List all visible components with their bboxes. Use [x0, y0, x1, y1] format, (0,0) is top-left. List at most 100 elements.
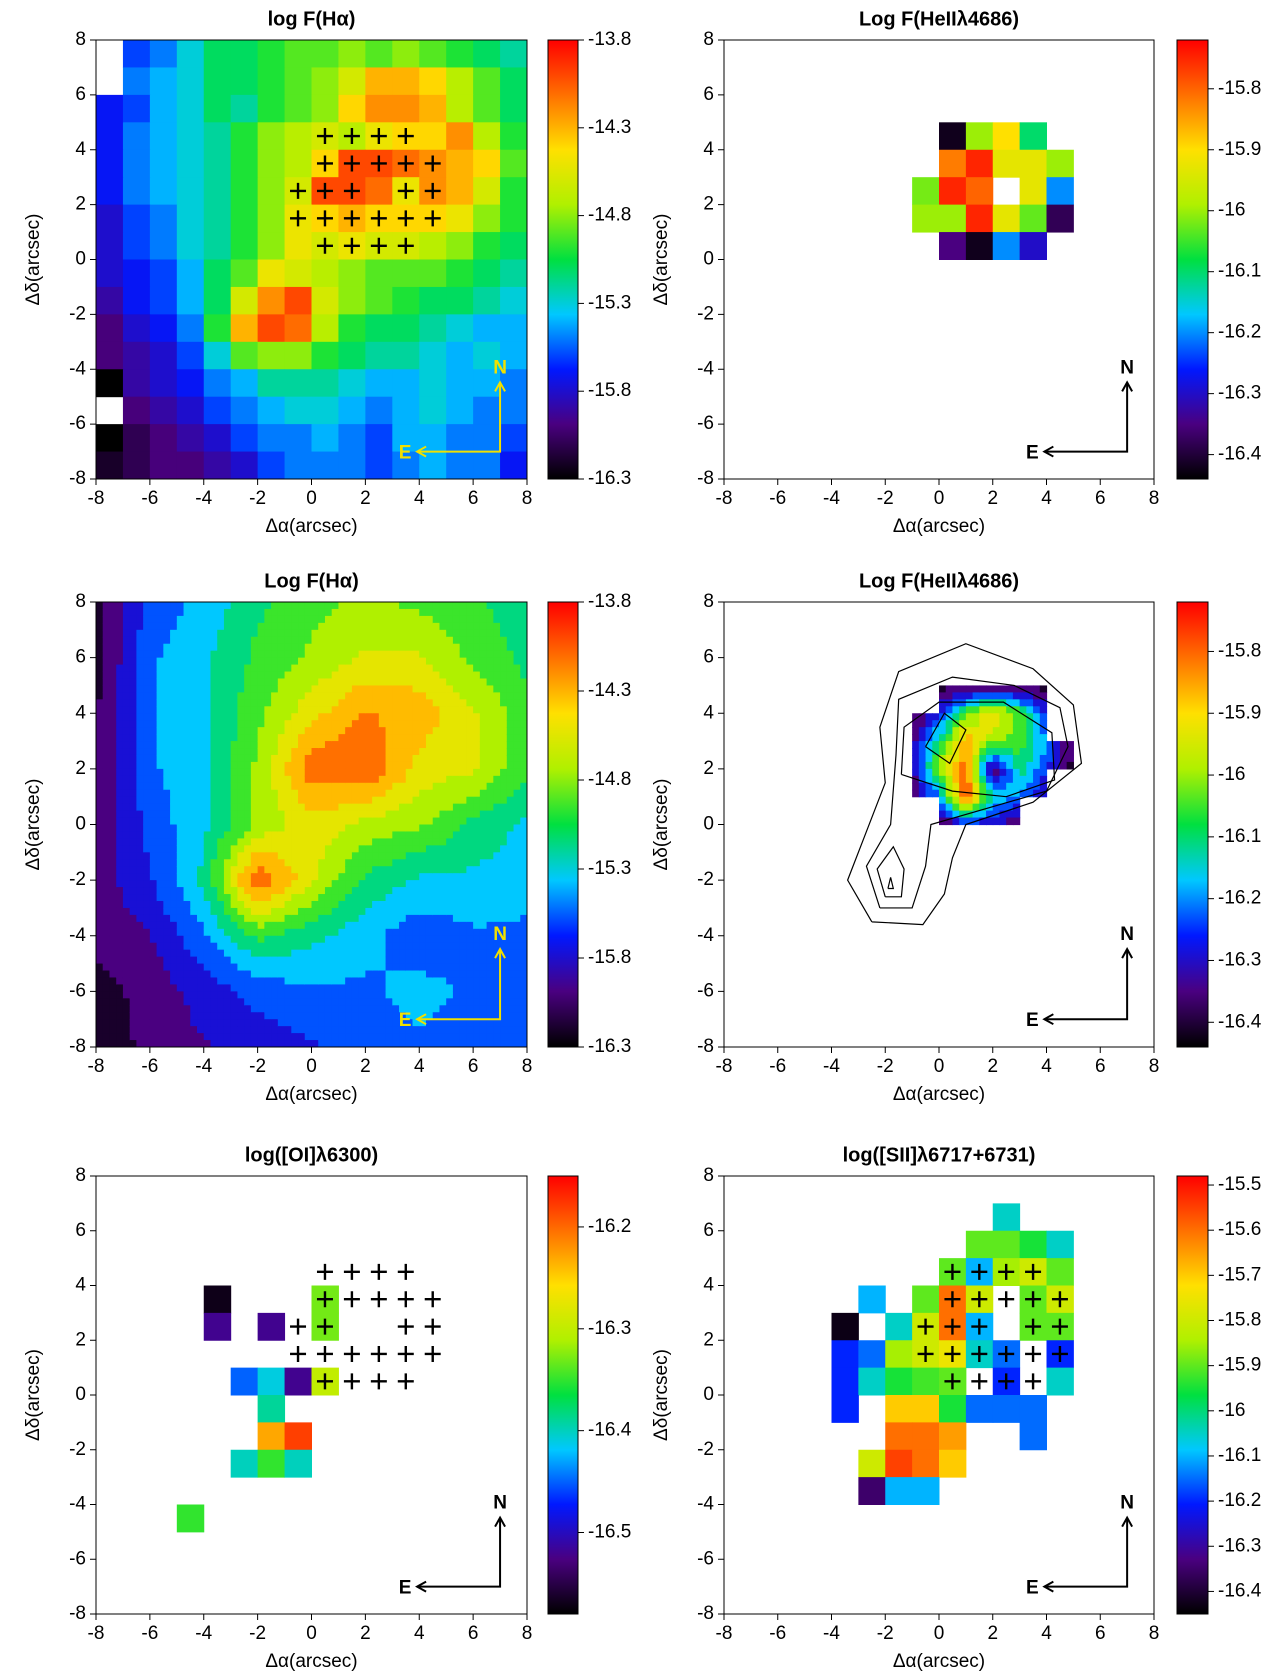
contour-cell	[493, 998, 501, 1006]
contour-cell	[939, 720, 947, 728]
contour-cell	[304, 831, 313, 840]
contour-cell	[324, 873, 333, 881]
contour-cell	[459, 817, 467, 826]
contour-cell	[318, 817, 326, 826]
contour-cell	[473, 838, 481, 846]
contour-cell	[473, 748, 481, 756]
contour-cell	[378, 636, 387, 645]
pixel	[257, 122, 286, 151]
contour-cell	[419, 880, 427, 888]
contour-cell	[318, 928, 326, 937]
pixel	[446, 40, 474, 68]
contour-cell	[1012, 775, 1021, 784]
contour-cell	[432, 602, 441, 610]
contour-cell	[116, 949, 124, 958]
contour-cell	[952, 706, 960, 714]
contour-cell	[918, 775, 927, 784]
contour-cell	[1006, 685, 1014, 693]
contour-cell	[156, 761, 164, 770]
contour-cell	[506, 706, 515, 714]
contour-cell	[237, 831, 245, 840]
contour-cell	[466, 1012, 474, 1020]
contour-cell	[156, 1026, 164, 1034]
contour-cell	[358, 894, 366, 902]
contour-cell	[149, 664, 158, 673]
contour-cell	[365, 984, 373, 992]
contour-cell	[493, 629, 501, 638]
contour-cell	[250, 935, 259, 944]
contour-cell	[432, 963, 441, 972]
contour-cell	[311, 657, 319, 666]
contour-cell	[136, 699, 144, 707]
contour-cell	[324, 761, 333, 770]
contour-cell	[277, 873, 286, 881]
contour-cell	[96, 789, 104, 798]
contour-cell	[183, 796, 191, 805]
contour-cell	[122, 928, 131, 937]
contour-cell	[372, 615, 380, 624]
contour-cell	[351, 894, 360, 902]
contour-cell	[244, 754, 252, 763]
contour-cell	[425, 928, 434, 937]
pixel	[446, 232, 474, 260]
contour-cell	[939, 789, 947, 798]
contour-cell	[284, 727, 292, 735]
contour-cell	[378, 977, 387, 986]
contour-cell	[473, 720, 481, 728]
contour-cell	[412, 928, 420, 937]
contour-cell	[520, 998, 527, 1006]
contour-cell	[378, 935, 387, 944]
contour-cell	[385, 921, 393, 930]
contour-cell	[365, 678, 373, 687]
contour-cell	[96, 761, 104, 770]
contour-cell	[513, 852, 521, 860]
contour-cell	[446, 894, 454, 902]
contour-cell	[170, 1033, 178, 1041]
pixel	[122, 341, 151, 370]
y-tick-label: -2	[697, 303, 714, 324]
contour-cell	[466, 942, 474, 951]
colorbar-tick-label: -13.8	[588, 29, 631, 50]
contour-cell	[399, 928, 407, 937]
marker-cross	[316, 155, 333, 172]
contour-cell	[250, 949, 259, 958]
contour-cell	[284, 650, 292, 659]
contour-cell	[298, 671, 306, 680]
contour-cell	[419, 664, 427, 673]
contour-cell	[116, 761, 124, 770]
x-tick-label: 2	[987, 488, 998, 509]
contour-cell	[237, 761, 245, 770]
contour-cell	[999, 727, 1007, 735]
contour-cell	[210, 664, 218, 673]
contour-cell	[291, 1040, 299, 1047]
contour-cell	[149, 963, 158, 972]
contour-cell	[345, 921, 353, 930]
contour-cell	[959, 754, 967, 763]
contour-cell	[500, 935, 508, 944]
contour-cell	[399, 734, 407, 742]
contour-cell	[277, 727, 286, 735]
contour-cell	[116, 866, 124, 874]
contour-cell	[513, 671, 521, 680]
contour-cell	[304, 935, 313, 944]
marker-cross	[424, 210, 441, 227]
contour-cell	[972, 796, 980, 805]
contour-cell	[506, 685, 515, 693]
contour-cell	[122, 629, 131, 638]
contour-cell	[203, 685, 212, 693]
contour-cell	[331, 761, 340, 770]
contour-cell	[452, 754, 461, 763]
contour-cell	[264, 817, 272, 826]
contour-cell	[237, 768, 245, 777]
contour-cell	[459, 991, 467, 999]
contour-cell	[506, 935, 515, 944]
contour-cell	[156, 664, 164, 673]
contour-cell	[271, 615, 279, 624]
pixel	[446, 314, 474, 343]
contour-cell	[500, 796, 508, 805]
contour-cell	[506, 796, 515, 805]
contour-cell	[244, 845, 252, 853]
contour-cell	[425, 636, 434, 645]
contour-cell	[338, 838, 346, 846]
pixel	[419, 396, 447, 425]
